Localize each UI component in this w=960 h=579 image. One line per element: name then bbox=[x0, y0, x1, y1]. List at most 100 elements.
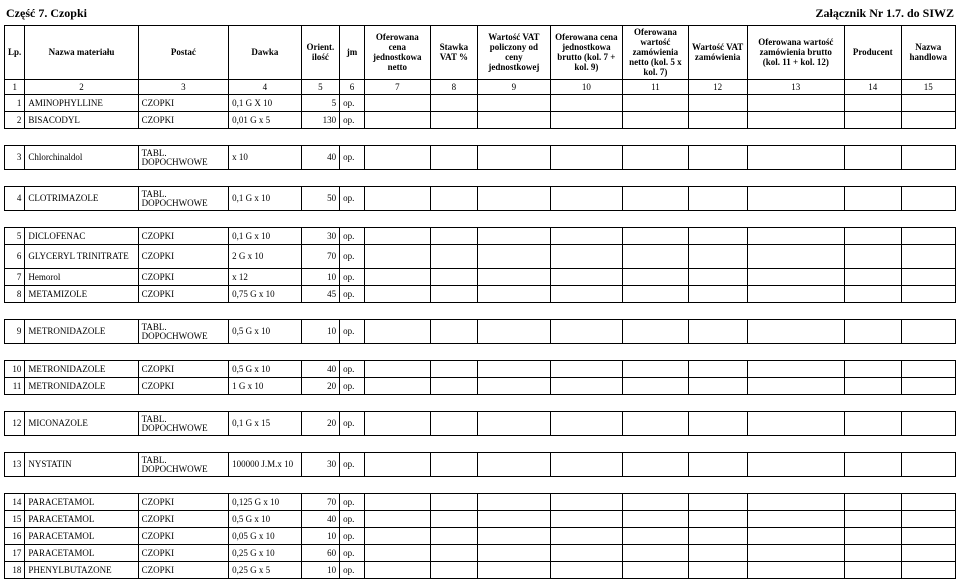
cell: op. bbox=[340, 453, 365, 477]
col-number: 11 bbox=[623, 80, 689, 95]
cell: 50 bbox=[301, 187, 339, 211]
empty-cell bbox=[623, 528, 689, 545]
empty-cell bbox=[550, 228, 622, 245]
empty-cell bbox=[747, 146, 844, 170]
empty-cell bbox=[623, 269, 689, 286]
col-number: 14 bbox=[844, 80, 901, 95]
empty-cell bbox=[688, 378, 747, 395]
empty-cell bbox=[901, 494, 955, 511]
group-spacer bbox=[5, 477, 956, 494]
cell: 10 bbox=[301, 562, 339, 579]
empty-cell bbox=[478, 545, 550, 562]
cell: CZOPKI bbox=[138, 361, 229, 378]
cell: 70 bbox=[301, 494, 339, 511]
empty-cell bbox=[844, 412, 901, 436]
cell: 20 bbox=[301, 412, 339, 436]
col-header: Producent bbox=[844, 26, 901, 80]
empty-cell bbox=[688, 245, 747, 269]
cell: 16 bbox=[5, 528, 25, 545]
empty-cell bbox=[901, 378, 955, 395]
col-number: 10 bbox=[550, 80, 622, 95]
cell: CZOPKI bbox=[138, 112, 229, 129]
empty-cell bbox=[844, 286, 901, 303]
empty-cell bbox=[623, 320, 689, 344]
empty-cell bbox=[688, 320, 747, 344]
cell: x 12 bbox=[229, 269, 301, 286]
cell: op. bbox=[340, 320, 365, 344]
cell: 70 bbox=[301, 245, 339, 269]
empty-cell bbox=[364, 545, 430, 562]
cell: 0,1 G x 15 bbox=[229, 412, 301, 436]
col-number: 13 bbox=[747, 80, 844, 95]
cell: op. bbox=[340, 228, 365, 245]
empty-cell bbox=[478, 286, 550, 303]
cell: METRONIDAZOLE bbox=[25, 361, 138, 378]
empty-cell bbox=[364, 412, 430, 436]
empty-cell bbox=[747, 412, 844, 436]
empty-cell bbox=[688, 269, 747, 286]
cell: CZOPKI bbox=[138, 562, 229, 579]
empty-cell bbox=[478, 528, 550, 545]
empty-cell bbox=[623, 453, 689, 477]
empty-cell bbox=[844, 228, 901, 245]
empty-cell bbox=[747, 286, 844, 303]
empty-cell bbox=[478, 453, 550, 477]
empty-cell bbox=[430, 228, 478, 245]
empty-cell bbox=[364, 95, 430, 112]
empty-cell bbox=[688, 95, 747, 112]
cell: 10 bbox=[301, 528, 339, 545]
cell: PHENYLBUTAZONE bbox=[25, 562, 138, 579]
cell: 4 bbox=[5, 187, 25, 211]
table-row: 1AMINOPHYLLINECZOPKI0,1 G X 105op. bbox=[5, 95, 956, 112]
empty-cell bbox=[550, 378, 622, 395]
cell: TABL. DOPOCHWOWE bbox=[138, 412, 229, 436]
cell: METRONIDAZOLE bbox=[25, 378, 138, 395]
empty-cell bbox=[901, 453, 955, 477]
cell: DICLOFENAC bbox=[25, 228, 138, 245]
empty-cell bbox=[747, 112, 844, 129]
empty-cell bbox=[550, 361, 622, 378]
cell: CZOPKI bbox=[138, 528, 229, 545]
empty-cell bbox=[550, 562, 622, 579]
cell: 130 bbox=[301, 112, 339, 129]
cell: 60 bbox=[301, 545, 339, 562]
empty-cell bbox=[844, 112, 901, 129]
empty-cell bbox=[478, 320, 550, 344]
empty-cell bbox=[364, 562, 430, 579]
empty-cell bbox=[747, 228, 844, 245]
cell: op. bbox=[340, 528, 365, 545]
col-number: 5 bbox=[301, 80, 339, 95]
empty-cell bbox=[430, 146, 478, 170]
col-header: Stawka VAT % bbox=[430, 26, 478, 80]
empty-cell bbox=[623, 412, 689, 436]
col-header: Nazwa handlowa bbox=[901, 26, 955, 80]
empty-cell bbox=[747, 361, 844, 378]
empty-cell bbox=[901, 545, 955, 562]
col-number: 9 bbox=[478, 80, 550, 95]
empty-cell bbox=[623, 545, 689, 562]
cell: PARACETAMOL bbox=[25, 545, 138, 562]
table-row: 3ChlorchinaldolTABL. DOPOCHWOWEx 1040op. bbox=[5, 146, 956, 170]
empty-cell bbox=[844, 562, 901, 579]
cell: op. bbox=[340, 378, 365, 395]
empty-cell bbox=[688, 494, 747, 511]
empty-cell bbox=[550, 494, 622, 511]
empty-cell bbox=[844, 187, 901, 211]
table-row: 8METAMIZOLECZOPKI0,75 G x 1045op. bbox=[5, 286, 956, 303]
cell: TABL. DOPOCHWOWE bbox=[138, 453, 229, 477]
cell: 2 G x 10 bbox=[229, 245, 301, 269]
col-number: 3 bbox=[138, 80, 229, 95]
empty-cell bbox=[688, 453, 747, 477]
empty-cell bbox=[478, 228, 550, 245]
col-header: Wartość VAT zamówienia bbox=[688, 26, 747, 80]
cell: CZOPKI bbox=[138, 286, 229, 303]
cell: AMINOPHYLLINE bbox=[25, 95, 138, 112]
empty-cell bbox=[623, 112, 689, 129]
table-body: 1AMINOPHYLLINECZOPKI0,1 G X 105op.2BISAC… bbox=[5, 95, 956, 579]
empty-cell bbox=[688, 286, 747, 303]
col-header: Oferowana wartość zamówienia netto (kol.… bbox=[623, 26, 689, 80]
empty-cell bbox=[430, 245, 478, 269]
empty-cell bbox=[364, 528, 430, 545]
empty-cell bbox=[364, 269, 430, 286]
empty-cell bbox=[550, 286, 622, 303]
